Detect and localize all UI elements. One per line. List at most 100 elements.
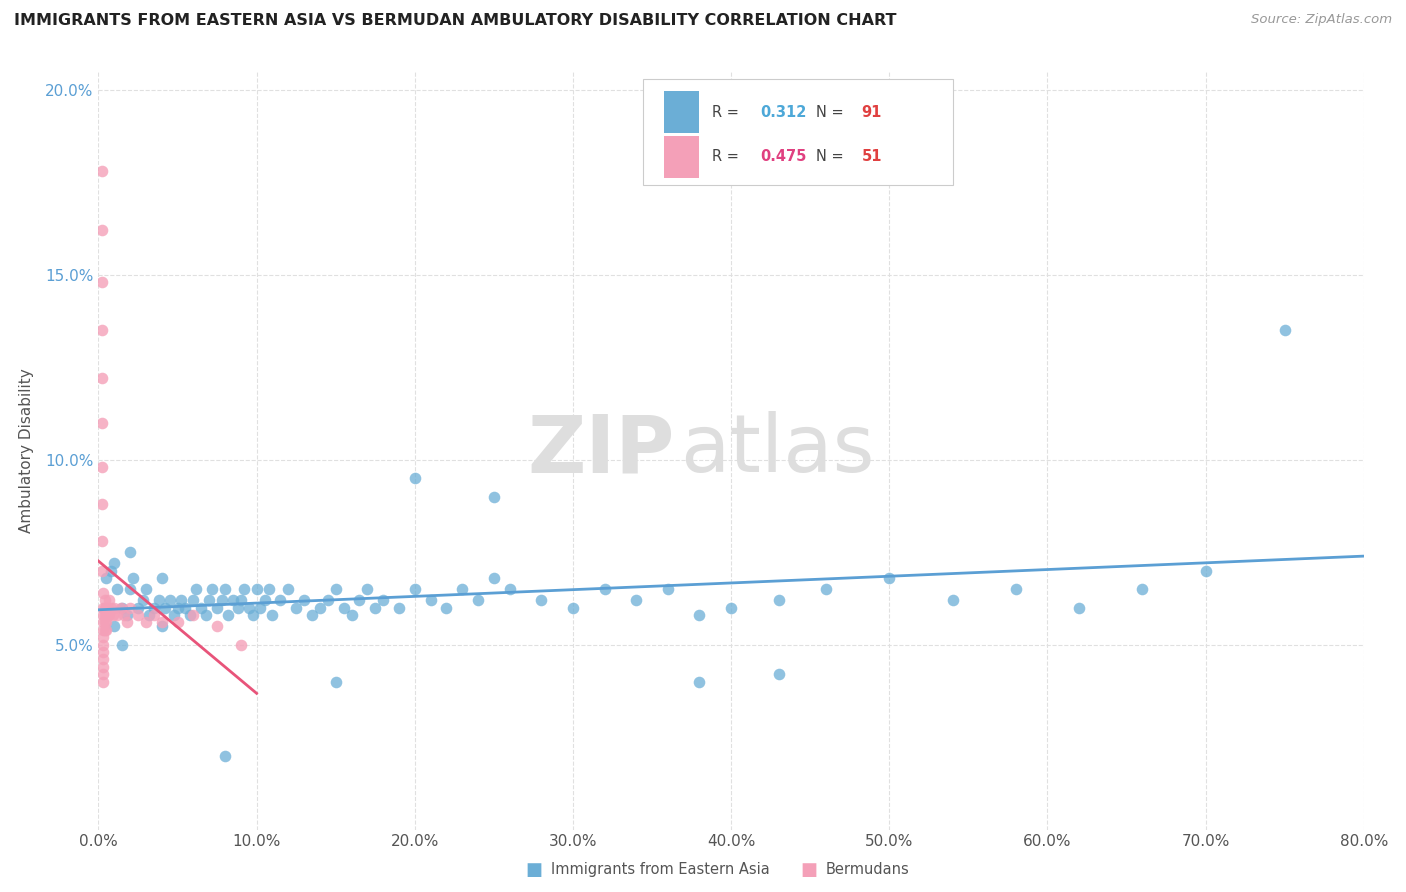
Text: ■: ■ bbox=[800, 861, 817, 879]
Point bbox=[292, 593, 315, 607]
Point bbox=[349, 593, 371, 607]
Text: R =: R = bbox=[711, 104, 744, 120]
Point bbox=[91, 638, 114, 652]
Point bbox=[97, 600, 120, 615]
Point bbox=[93, 623, 117, 637]
Point bbox=[214, 582, 236, 596]
Point bbox=[179, 608, 201, 623]
Point bbox=[96, 571, 118, 585]
Point bbox=[120, 545, 141, 559]
Point bbox=[436, 600, 458, 615]
Point bbox=[159, 593, 181, 607]
Point bbox=[530, 593, 553, 607]
Point bbox=[93, 593, 117, 607]
Point bbox=[91, 615, 114, 630]
Text: N =: N = bbox=[815, 104, 848, 120]
Point bbox=[768, 593, 790, 607]
Point bbox=[183, 608, 205, 623]
Point bbox=[96, 608, 118, 623]
FancyBboxPatch shape bbox=[643, 79, 953, 186]
Point bbox=[814, 582, 837, 596]
Point bbox=[91, 586, 114, 600]
Point bbox=[122, 571, 145, 585]
Point bbox=[688, 608, 710, 623]
Point bbox=[91, 623, 114, 637]
Text: atlas: atlas bbox=[681, 411, 875, 490]
Point bbox=[269, 593, 291, 607]
Point bbox=[205, 600, 228, 615]
Point bbox=[214, 748, 236, 763]
Point bbox=[91, 652, 114, 666]
Text: IMMIGRANTS FROM EASTERN ASIA VS BERMUDAN AMBULATORY DISABILITY CORRELATION CHART: IMMIGRANTS FROM EASTERN ASIA VS BERMUDAN… bbox=[14, 13, 897, 29]
Point bbox=[356, 582, 378, 596]
Point bbox=[127, 608, 149, 623]
Point bbox=[153, 600, 176, 615]
Point bbox=[482, 571, 505, 585]
Point bbox=[249, 600, 271, 615]
Point bbox=[482, 490, 505, 504]
Point bbox=[96, 615, 118, 630]
Point bbox=[404, 582, 426, 596]
Point bbox=[183, 593, 205, 607]
Point bbox=[657, 582, 679, 596]
Point bbox=[166, 615, 188, 630]
Point bbox=[688, 674, 710, 689]
Point bbox=[942, 593, 965, 607]
Point bbox=[93, 600, 117, 615]
Point bbox=[150, 571, 173, 585]
Text: ■: ■ bbox=[526, 861, 543, 879]
Point bbox=[90, 564, 112, 578]
Point bbox=[246, 582, 269, 596]
Point bbox=[309, 600, 332, 615]
Point bbox=[166, 600, 188, 615]
Point bbox=[1274, 323, 1296, 337]
Point bbox=[404, 471, 426, 485]
Point bbox=[1194, 564, 1216, 578]
Point bbox=[135, 615, 157, 630]
Point bbox=[103, 600, 125, 615]
Point bbox=[877, 571, 900, 585]
Point bbox=[150, 619, 173, 633]
Point bbox=[98, 593, 121, 607]
Point bbox=[100, 600, 122, 615]
Text: 0.312: 0.312 bbox=[761, 104, 807, 120]
Point bbox=[325, 674, 347, 689]
Text: 91: 91 bbox=[862, 104, 882, 120]
Point bbox=[593, 582, 616, 596]
Point bbox=[91, 660, 114, 674]
Point bbox=[112, 608, 135, 623]
Text: 51: 51 bbox=[862, 149, 882, 164]
Point bbox=[211, 593, 233, 607]
Point bbox=[91, 645, 114, 659]
Point bbox=[150, 615, 173, 630]
Point bbox=[1130, 582, 1153, 596]
Point bbox=[498, 582, 520, 596]
Point bbox=[233, 582, 256, 596]
Point bbox=[96, 623, 118, 637]
Point bbox=[205, 619, 228, 633]
Point bbox=[90, 323, 112, 337]
Point bbox=[1004, 582, 1026, 596]
Point bbox=[90, 497, 112, 511]
Point bbox=[388, 600, 411, 615]
Point bbox=[90, 223, 112, 237]
Point bbox=[720, 600, 742, 615]
FancyBboxPatch shape bbox=[664, 92, 699, 133]
Point bbox=[229, 593, 252, 607]
Text: N =: N = bbox=[815, 149, 848, 164]
Point bbox=[91, 630, 114, 644]
Text: ZIP: ZIP bbox=[527, 411, 675, 490]
Point bbox=[561, 600, 585, 615]
Point bbox=[451, 582, 474, 596]
Text: R =: R = bbox=[711, 149, 744, 164]
Point bbox=[1067, 600, 1090, 615]
Point bbox=[624, 593, 647, 607]
Point bbox=[238, 600, 260, 615]
Point bbox=[93, 615, 117, 630]
Point bbox=[259, 582, 281, 596]
Point bbox=[148, 593, 170, 607]
Point bbox=[226, 600, 249, 615]
Point bbox=[419, 593, 441, 607]
FancyBboxPatch shape bbox=[664, 136, 699, 178]
Point bbox=[194, 608, 218, 623]
